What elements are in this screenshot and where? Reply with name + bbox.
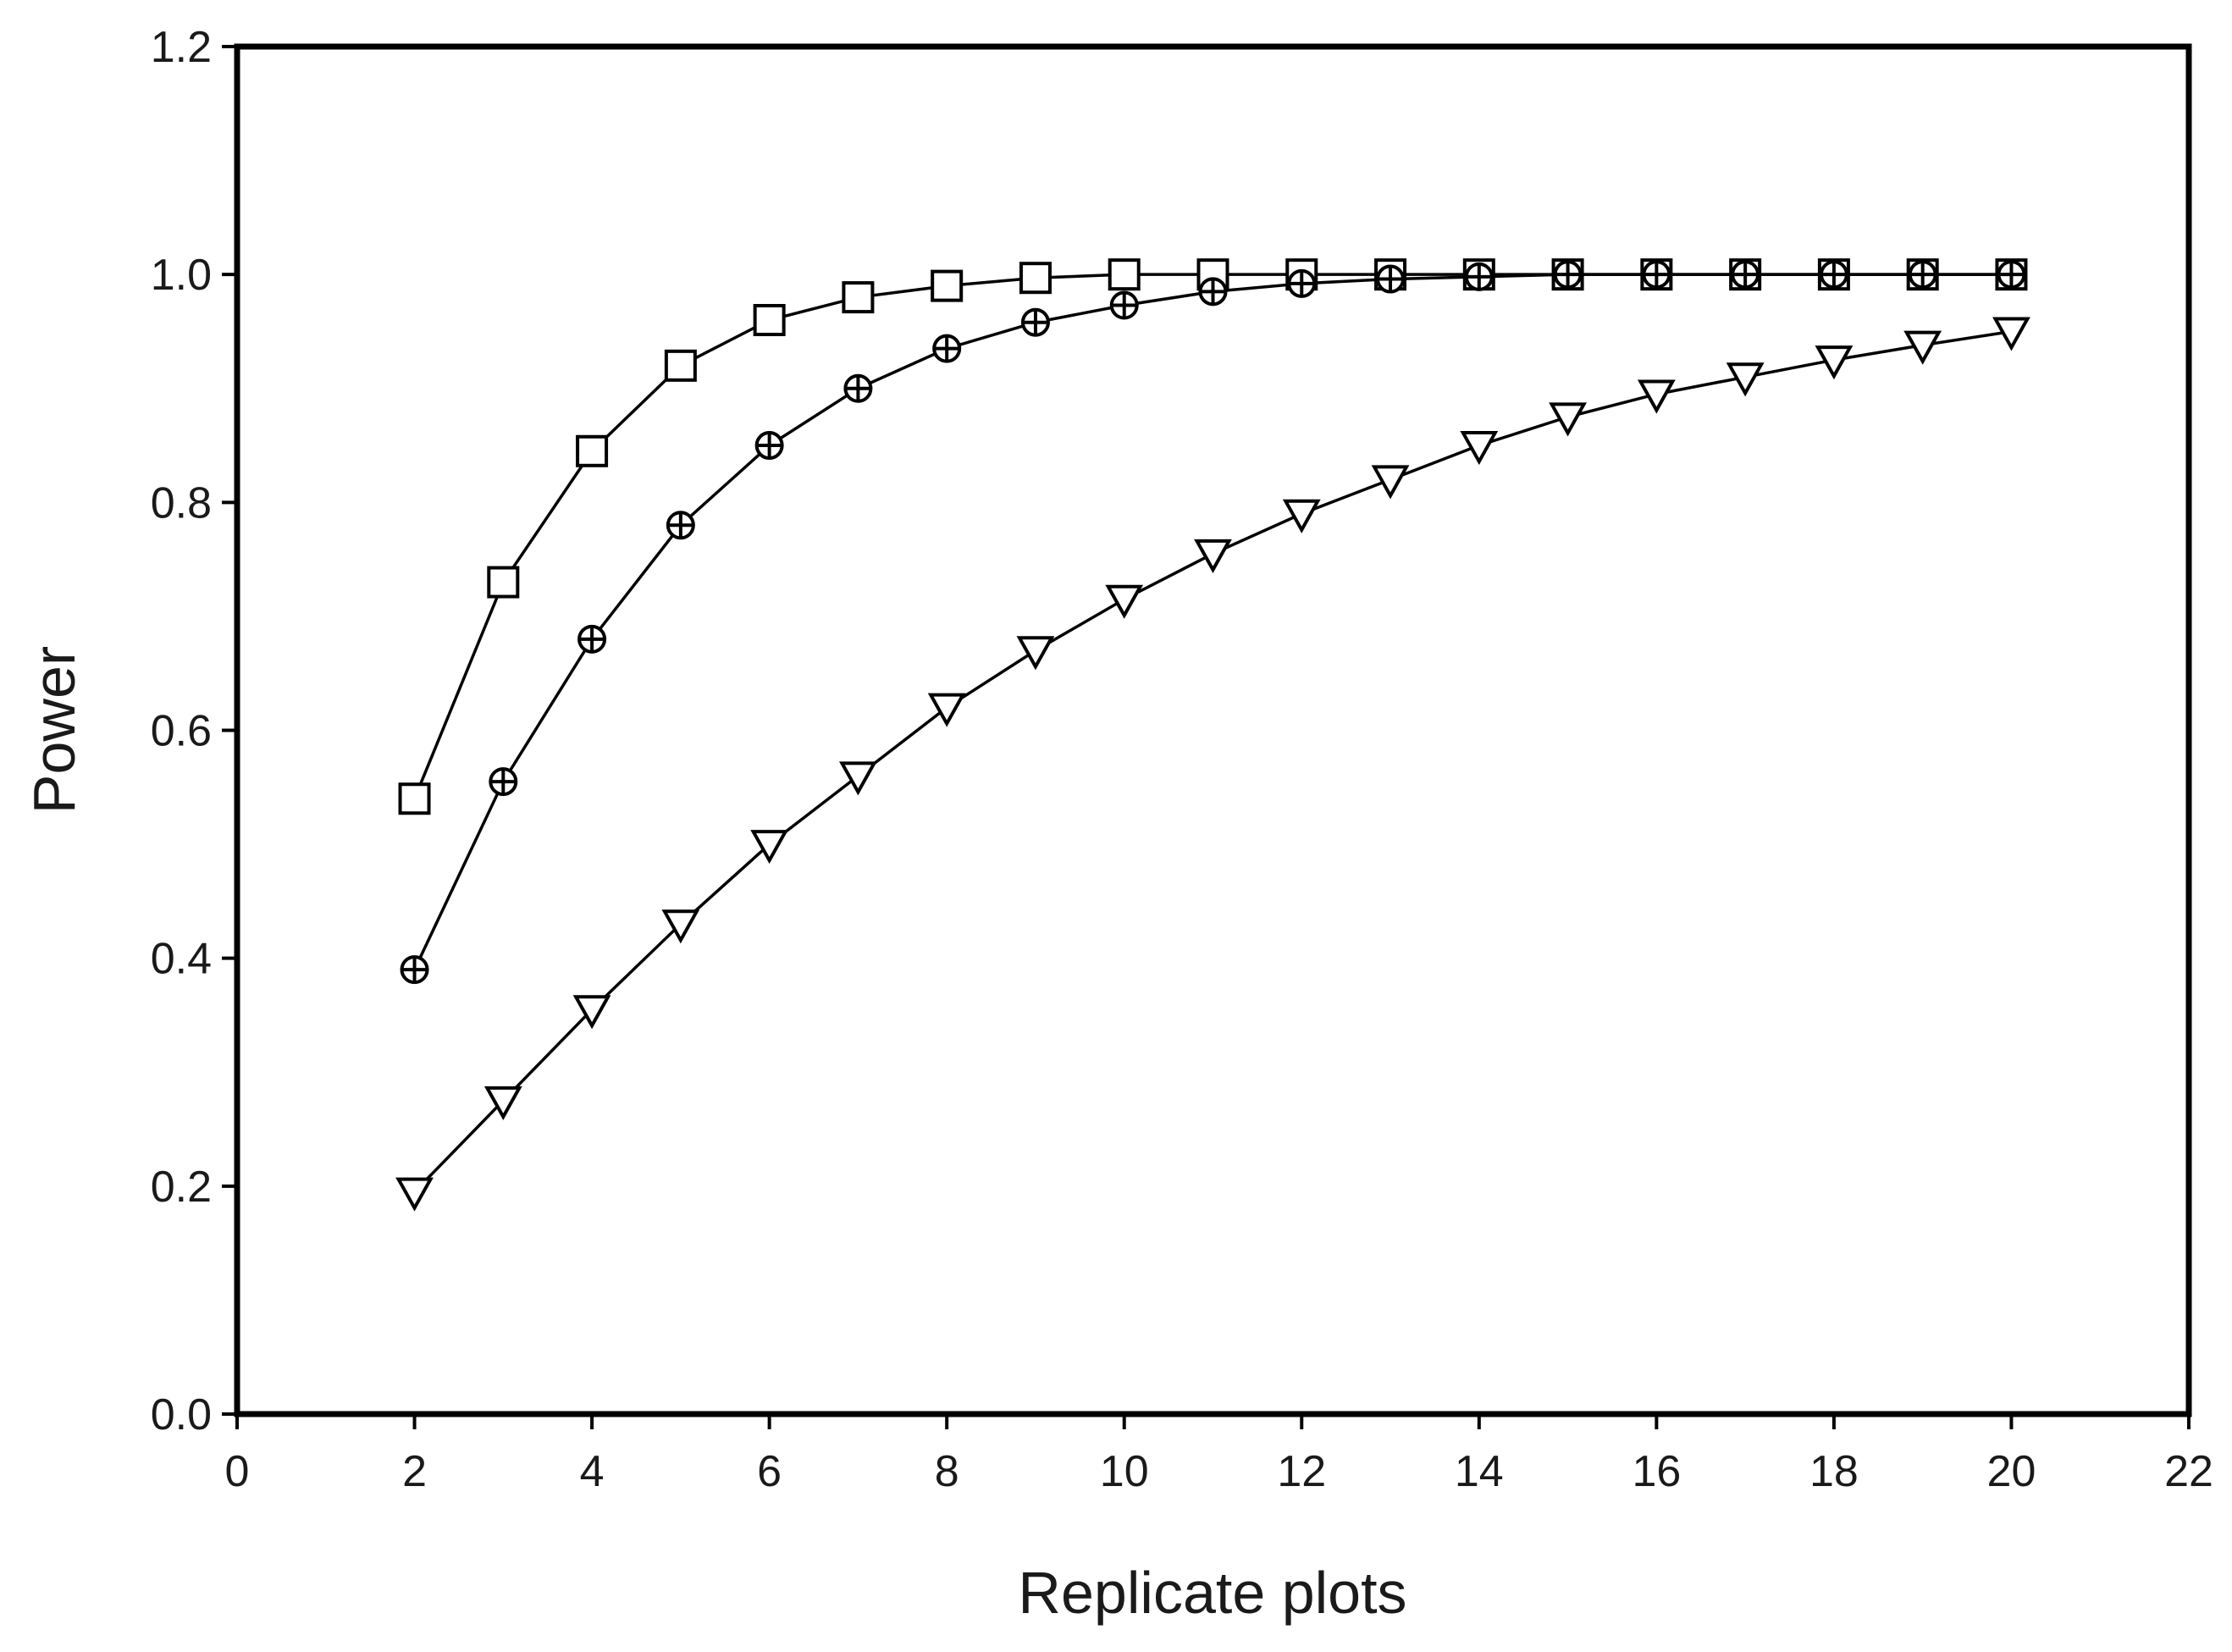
circle-cross-point — [1287, 268, 1317, 298]
y-axis-ticks: 0.0 0.2 0.4 0.6 0.8 1.0 1.2 — [151, 23, 237, 1439]
triangle-down-point — [395, 1177, 434, 1212]
circle-cross-point — [666, 511, 695, 540]
series-square — [398, 258, 2028, 815]
circle-cross-point — [1198, 277, 1228, 307]
series-line — [412, 273, 2012, 799]
y-tick-label: 0.2 — [151, 1163, 212, 1212]
circle-cross-point — [1464, 262, 1494, 291]
triangle-down-point — [1282, 499, 1321, 533]
x-tick-label: 6 — [757, 1447, 782, 1496]
circle-cross-point — [1109, 290, 1139, 320]
circle-cross-point — [1819, 260, 1848, 290]
triangle-down-point — [483, 1086, 522, 1120]
series-line — [412, 273, 2012, 970]
circle-cross-point — [932, 334, 962, 363]
circle-cross-point — [400, 955, 429, 985]
x-tick-label: 14 — [1455, 1447, 1504, 1496]
square-point — [576, 434, 609, 467]
triangle-down-point — [839, 761, 877, 796]
x-tick-label: 18 — [1809, 1447, 1859, 1496]
triangle-down-point — [1903, 330, 1942, 365]
x-tick-label: 4 — [580, 1447, 605, 1496]
circle-cross-point — [1553, 260, 1583, 290]
triangle-down-point — [572, 995, 611, 1030]
x-tick-label: 16 — [1632, 1447, 1681, 1496]
x-tick-label: 20 — [1987, 1447, 2036, 1496]
circle-cross-point — [754, 431, 784, 461]
circle-cross-point — [1642, 260, 1671, 290]
triangle-down-point — [927, 693, 966, 727]
triangle-down-point — [1105, 584, 1144, 619]
triangle-down-point — [1194, 539, 1232, 573]
series-circle-cross — [400, 260, 2026, 985]
triangle-down-point — [1371, 465, 1410, 500]
square-point — [753, 304, 786, 336]
triangle-down-point — [1016, 636, 1055, 671]
y-tick-label: 1.2 — [151, 23, 212, 72]
circle-cross-point — [1997, 260, 2026, 290]
x-axis-ticks: 0 2 4 6 8 10 12 14 16 18 20 22 — [225, 1414, 2213, 1496]
x-tick-label: 2 — [402, 1447, 427, 1496]
x-tick-label: 22 — [2164, 1447, 2213, 1496]
y-tick-label: 0.0 — [151, 1390, 212, 1439]
triangle-down-point — [1637, 379, 1676, 414]
triangle-down-point — [1815, 345, 1854, 380]
square-point — [1108, 258, 1141, 291]
circle-cross-point — [843, 373, 873, 403]
circle-cross-point — [1731, 260, 1760, 290]
circle-cross-point — [489, 767, 518, 797]
triangle-down-point — [1549, 402, 1587, 437]
triangle-down-point — [661, 909, 700, 944]
series-layer — [395, 258, 2030, 1212]
x-tick-label: 8 — [935, 1447, 959, 1496]
series-line — [413, 329, 2012, 1193]
square-point — [931, 269, 964, 302]
y-tick-label: 0.4 — [151, 935, 212, 984]
plot-area-frame — [234, 43, 2192, 1417]
x-tick-label: 0 — [225, 1447, 250, 1496]
square-point — [1019, 262, 1052, 295]
y-tick-label: 0.6 — [151, 707, 212, 756]
y-axis-title: Power — [21, 646, 87, 814]
x-tick-label: 12 — [1277, 1447, 1326, 1496]
triangle-down-point — [1460, 431, 1499, 466]
y-tick-label: 0.8 — [151, 478, 212, 528]
triangle-down-point — [1992, 317, 2030, 351]
y-tick-label: 1.0 — [151, 251, 212, 300]
square-point — [664, 349, 697, 382]
circle-cross-point — [577, 624, 607, 654]
circle-cross-point — [1020, 307, 1050, 337]
triangle-down-point — [1726, 362, 1765, 397]
x-axis-title: Replicate plots — [1018, 1560, 1406, 1626]
circle-cross-point — [1376, 264, 1406, 294]
triangle-down-point — [750, 830, 789, 865]
square-point — [487, 566, 520, 599]
x-tick-label: 10 — [1100, 1447, 1149, 1496]
circle-cross-point — [1908, 260, 1937, 290]
square-point — [398, 782, 431, 815]
square-point — [842, 281, 875, 314]
series-triangle-down — [395, 317, 2030, 1212]
